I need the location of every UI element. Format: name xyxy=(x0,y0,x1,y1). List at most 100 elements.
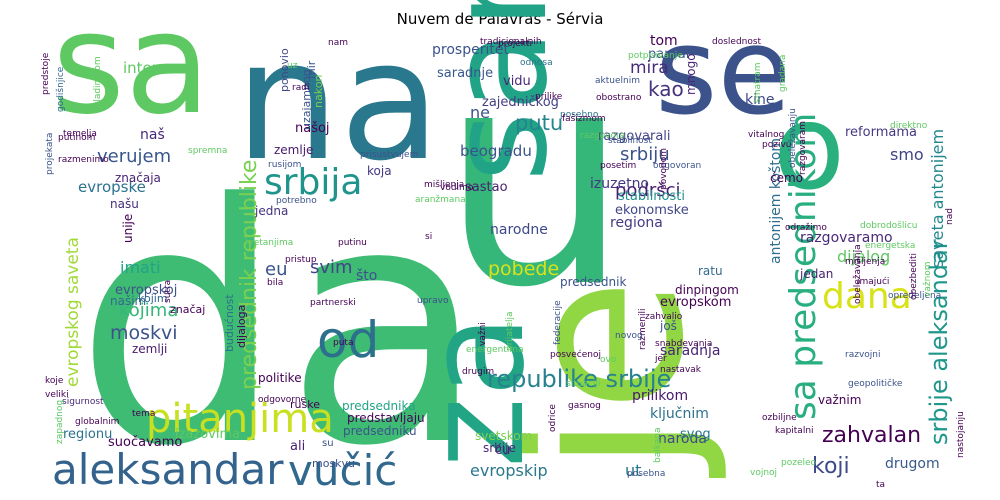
word-izuzetno: izuzetno xyxy=(590,176,649,192)
word-dijalog: dijalog xyxy=(837,247,890,266)
word-moskvu: moskvu xyxy=(312,457,355,470)
word-dinpingom: dinpingom xyxy=(675,283,739,297)
word-jedan: jedan xyxy=(799,267,833,281)
word-opredeljena: opredeljena xyxy=(888,291,941,301)
word-srbije-aleksandar: srbije aleksandar xyxy=(925,239,953,445)
word-posebno: posebno xyxy=(560,110,599,120)
word-vojnoj: vojnoj xyxy=(750,468,777,478)
word-prilike: prilike xyxy=(535,92,563,102)
word-da: da xyxy=(75,134,487,500)
word-stabilnosti: stabilnosti xyxy=(618,189,685,204)
word-dana: dana xyxy=(822,276,912,317)
word-upravo: upravo xyxy=(417,296,449,306)
word-svim: svim xyxy=(310,257,353,278)
word-povodom: povodom xyxy=(659,148,669,190)
word-novog: novog xyxy=(615,331,643,341)
word-prisustvujem: prisustvujem xyxy=(360,150,418,160)
word-eu: eu xyxy=(265,259,287,280)
word-evropskog-saveta: evropskog saveta xyxy=(63,237,83,387)
chart-title: Nuvem de Palavras - Sérvia xyxy=(396,10,604,28)
word-nastavak: nastavak xyxy=(660,365,702,375)
word-tema: tema xyxy=(132,409,155,419)
word-verujem: verujem xyxy=(97,146,171,167)
word-cemo: ćemo xyxy=(770,171,803,185)
word-naroda: naroda xyxy=(658,431,707,447)
word-obelezavanja: obeležavanja xyxy=(853,244,863,304)
word-ali: ali xyxy=(290,439,305,454)
word-znacaj: značaj xyxy=(170,303,205,316)
word-ozbiljne: ozbiljne xyxy=(762,413,797,423)
word-predstoje: predstoje xyxy=(41,52,51,95)
word-zajednickog: zajedničkog xyxy=(482,95,559,110)
word-saveta-antonijem: saveta antonijem xyxy=(928,129,947,268)
word-razvojni: razvojni xyxy=(845,350,880,360)
word-zahvalio: zahvalio xyxy=(645,312,683,322)
word-predstavljaju: predstavljaju xyxy=(347,411,425,425)
word-razmenili: razmenili xyxy=(638,309,648,350)
word-spremna: spremna xyxy=(188,146,227,156)
word-reformama: reformama xyxy=(845,125,917,140)
word-svog: svog xyxy=(680,427,711,442)
word-imati: imati xyxy=(120,258,161,277)
word-jer: jer xyxy=(654,354,667,364)
word-odrazimo: odražimo xyxy=(785,223,827,233)
word-podrsci: podršci xyxy=(615,180,681,201)
word-nakon: nakon xyxy=(312,75,325,108)
word-saradnja: saradnja xyxy=(660,343,720,359)
word-si: si xyxy=(425,232,432,242)
word-nasoj: našoj xyxy=(295,121,330,136)
word-fasizmom: fašizmom xyxy=(562,113,606,124)
word-obelezavanju: obeležavanju xyxy=(788,108,798,168)
word-odgovorne: odgovorne xyxy=(258,395,307,405)
word-snabdevanja: snabdevanja xyxy=(655,339,712,349)
word-dijaloga: dijaloga xyxy=(235,305,248,348)
word-vladimirom: vladimirom xyxy=(93,56,103,107)
word-kojima: kojima xyxy=(119,300,178,321)
word-vidu: vidu xyxy=(503,74,531,89)
word-smo: smo xyxy=(890,145,924,164)
word-od: od xyxy=(317,311,379,369)
word-beogradu: beogradu xyxy=(460,142,532,160)
word-ovo: ovo xyxy=(600,355,617,365)
word-drugom: drugom xyxy=(885,456,940,472)
word-vaznom: važnom xyxy=(923,261,933,297)
word-situaciji: situaciji xyxy=(566,379,600,389)
word-putinu: putinu xyxy=(338,238,367,248)
word-nad: nad xyxy=(945,208,955,225)
word-zahvalan: zahvalan xyxy=(822,423,921,448)
word-regionu: regionu xyxy=(63,427,112,442)
word-sam: sam xyxy=(420,0,577,182)
word-prijatelja: prijatelja xyxy=(505,311,515,351)
word-srbija: srbija xyxy=(264,162,362,203)
word-predsednik-republike: predsednik republike xyxy=(237,160,262,390)
word-se: se xyxy=(655,3,791,142)
word-potrebno: potrebno xyxy=(276,196,317,206)
word-razmenimo: razmenimo xyxy=(58,155,109,165)
word-sa: sa xyxy=(52,0,211,146)
word-energentima: energentima xyxy=(466,345,524,355)
word-aranzmana: aranžmana xyxy=(415,195,466,205)
word-zapadnog: zapadnog xyxy=(55,400,65,444)
word-gradana: gradana xyxy=(778,55,788,92)
word-regiona: regiona xyxy=(610,215,663,231)
word-vaznim: važnim xyxy=(818,393,861,407)
word-koji: koji xyxy=(812,454,850,479)
word-posetim: posetim xyxy=(600,161,636,171)
word-pozeleo: pozeleo xyxy=(781,458,817,468)
word-mira: mira xyxy=(630,58,669,78)
word-kljucnim: ključnim xyxy=(650,406,709,422)
word-razgovaramo: razgovaramo xyxy=(800,230,893,246)
word-odgovoran: odgovoran xyxy=(653,161,701,171)
word-kapitalni: kapitalni xyxy=(775,426,814,436)
word-bila: bila xyxy=(267,278,283,288)
word-vodimo: vodimo xyxy=(440,183,474,193)
word-kao: kao xyxy=(648,77,684,101)
word-pristup: pristup xyxy=(285,255,317,265)
word-imajuci: imajući xyxy=(857,276,889,287)
word-rusijom: rusijom xyxy=(268,160,301,170)
word-sastao: sastao xyxy=(465,180,508,195)
word-je: je xyxy=(476,278,732,478)
word-partnerski: partnerski xyxy=(310,298,356,308)
word-razgovora: razgovora xyxy=(580,131,625,141)
